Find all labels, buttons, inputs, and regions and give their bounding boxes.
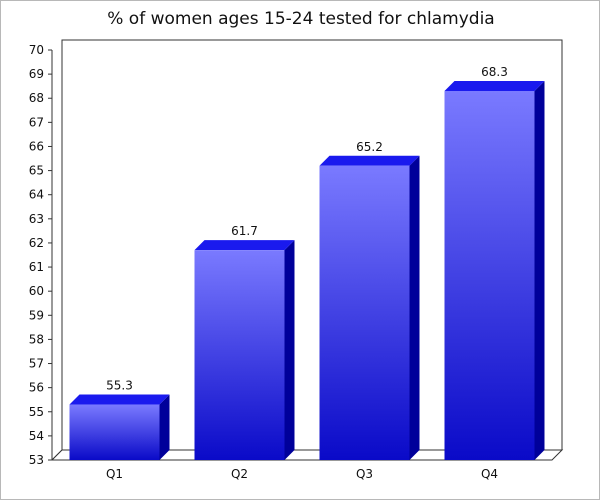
axes xyxy=(48,39,564,461)
bar-q3 xyxy=(319,155,420,460)
bar-q1 xyxy=(69,394,170,460)
bar-front xyxy=(319,165,410,460)
y-tick-label: 63 xyxy=(29,212,44,226)
bar-side xyxy=(409,155,420,460)
x-tick-label: Q4 xyxy=(481,467,498,481)
y-tick-label: 60 xyxy=(29,284,44,298)
bar-top xyxy=(444,81,545,91)
y-tick-label: 70 xyxy=(29,43,44,57)
data-label: 61.7 xyxy=(231,224,258,238)
bar-front xyxy=(444,91,535,460)
y-tick-label: 53 xyxy=(29,453,44,467)
bars xyxy=(69,81,545,460)
data-label: 65.2 xyxy=(356,140,383,154)
y-tick-label: 68 xyxy=(29,91,44,105)
y-tick-label: 55 xyxy=(29,405,44,419)
y-tick-label: 62 xyxy=(29,236,44,250)
data-label: 68.3 xyxy=(481,65,508,79)
y-tick-label: 54 xyxy=(29,429,44,443)
y-tick-label: 66 xyxy=(29,139,44,153)
data-label: 55.3 xyxy=(106,379,133,393)
y-tick-label: 59 xyxy=(29,308,44,322)
y-tick-label: 61 xyxy=(29,260,44,274)
x-tick-label: Q2 xyxy=(231,467,248,481)
chart-title: % of women ages 15-24 tested for chlamyd… xyxy=(107,9,495,29)
bar-front xyxy=(194,250,285,460)
bar-q2 xyxy=(194,240,295,460)
bar-side xyxy=(159,394,170,460)
bar-side xyxy=(284,240,295,460)
x-tick-label: Q1 xyxy=(106,467,123,481)
bar-top xyxy=(69,394,170,405)
y-tick-label: 64 xyxy=(29,188,44,202)
bar-front xyxy=(69,404,160,460)
bar-top xyxy=(194,240,295,251)
x-tick-label: Q3 xyxy=(356,467,373,481)
y-tick-label: 58 xyxy=(29,332,44,346)
labels: 53 54 55 56 57 58 59 60 61 62 63 64 65 66 67 68 69 70 55.3… xyxy=(29,43,508,481)
y-tick-label: 69 xyxy=(29,67,44,81)
bar-top xyxy=(319,155,420,166)
y-tick-label: 57 xyxy=(29,357,44,371)
y-tick-label: 56 xyxy=(29,381,44,395)
y-tick-label: 65 xyxy=(29,164,44,178)
bar-side xyxy=(534,81,545,460)
bar-q4 xyxy=(444,81,545,460)
y-tick-label: 67 xyxy=(29,115,44,129)
